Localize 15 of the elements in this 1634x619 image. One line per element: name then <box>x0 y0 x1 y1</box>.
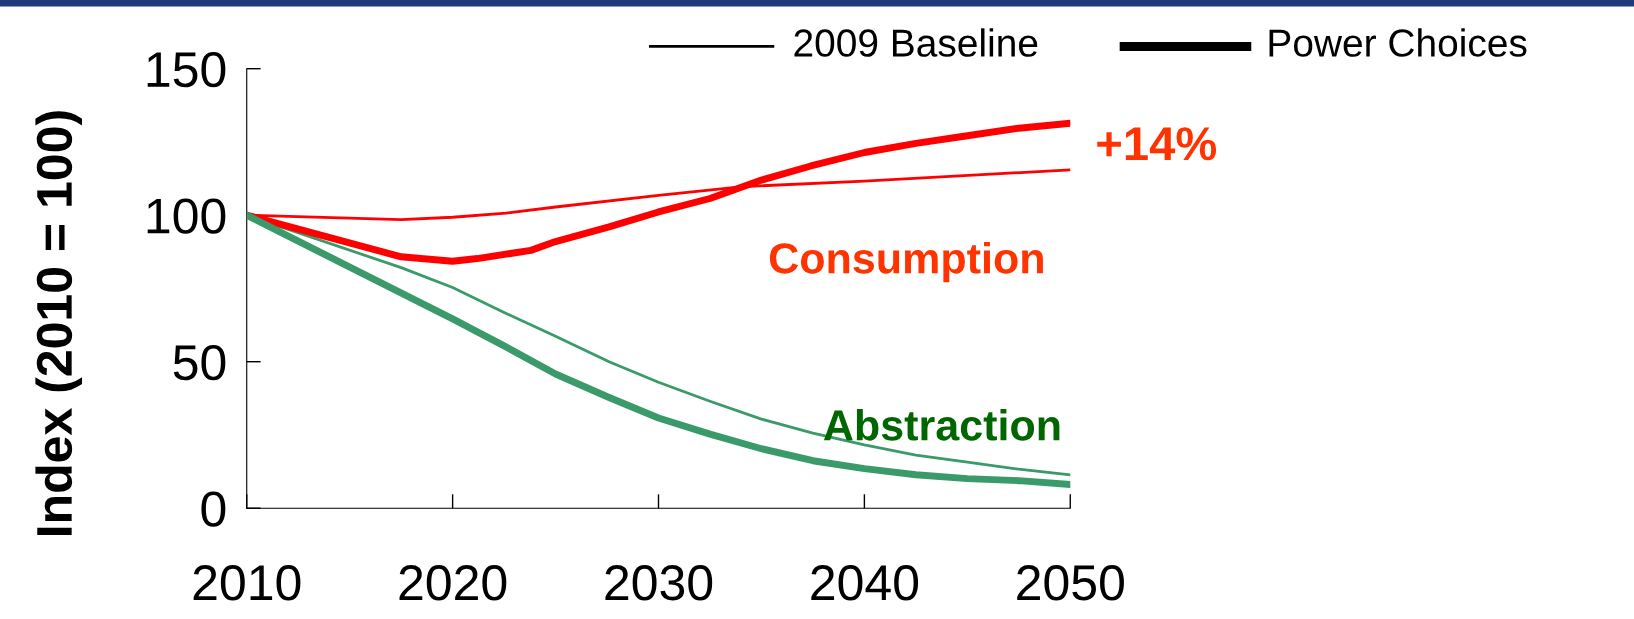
annotation: Abstraction <box>823 409 1060 441</box>
x-tick-label: 2030 <box>605 565 713 601</box>
x-tick-label: 2040 <box>811 565 919 601</box>
y-axis-title: Index (2010 = 100) <box>35 111 83 535</box>
text: Power Choices <box>1269 28 1527 57</box>
y-tick-label: 50 <box>173 344 226 381</box>
annotation: +14% <box>1097 127 1217 161</box>
y-tick-label: 150 <box>147 51 226 88</box>
x-tick-label: 2020 <box>399 565 507 601</box>
annotation: Consumption <box>769 242 1043 283</box>
y-tick-label: 100 <box>147 198 226 234</box>
text: 2009 Baseline <box>794 28 1038 57</box>
x-tick-label: 2010 <box>193 565 301 601</box>
y-tick-label: 0 <box>201 491 226 527</box>
x-tick-label: 2050 <box>1017 565 1124 601</box>
